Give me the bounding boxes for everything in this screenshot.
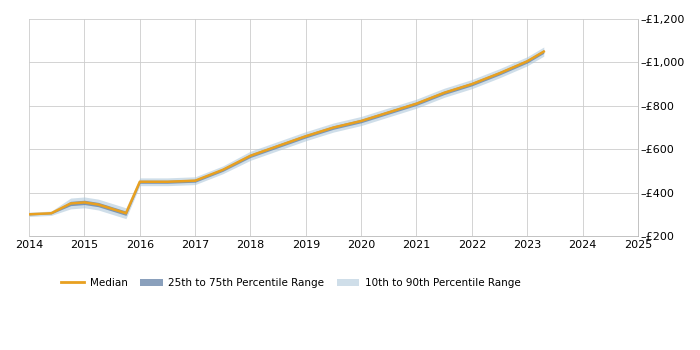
Legend: Median, 25th to 75th Percentile Range, 10th to 90th Percentile Range: Median, 25th to 75th Percentile Range, 1…: [57, 274, 524, 292]
